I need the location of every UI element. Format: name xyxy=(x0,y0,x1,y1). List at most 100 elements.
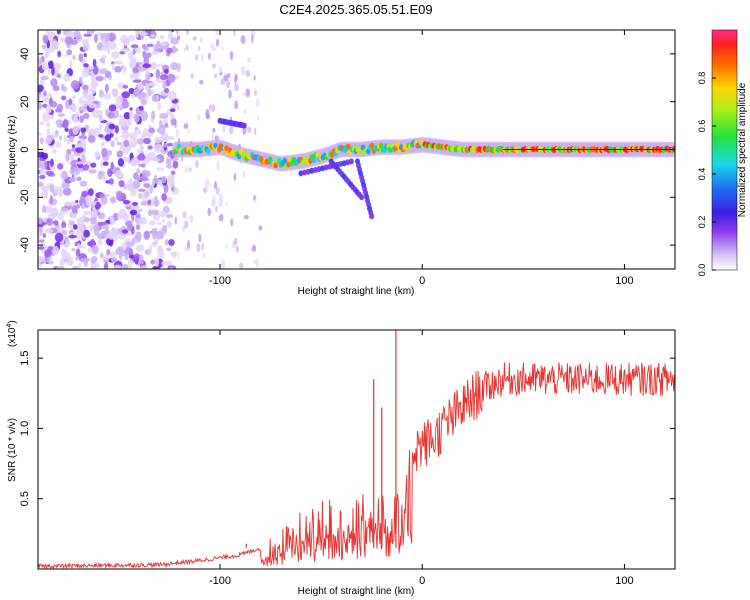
noise-blob xyxy=(83,257,88,268)
snr-ticks: -100 0 100 0.5 1.0 1.5 xyxy=(19,330,675,587)
noise-blob xyxy=(168,30,173,40)
noise-blob xyxy=(104,262,109,269)
faint-blob xyxy=(187,127,190,135)
faint-blob xyxy=(181,225,186,233)
faint-blob xyxy=(228,89,232,99)
snr-x-label: Height of straight line (km) xyxy=(298,586,415,597)
noise-blob xyxy=(75,248,81,257)
noise-blob xyxy=(137,260,145,265)
noise-blob xyxy=(110,257,118,263)
faint-blob xyxy=(174,216,178,225)
noise-blob xyxy=(83,33,92,37)
noise-blob xyxy=(157,63,164,68)
noise-blob xyxy=(156,167,165,171)
colorbar-gradient xyxy=(711,29,738,271)
noise-blob xyxy=(102,254,109,261)
noise-blob xyxy=(98,117,105,121)
noise-blob xyxy=(61,95,67,101)
noise-blob xyxy=(57,113,65,117)
noise-blob xyxy=(160,71,166,76)
noise-blob xyxy=(62,119,69,129)
faint-blob xyxy=(243,109,247,114)
faint-blob xyxy=(218,66,222,73)
noise-blob xyxy=(164,239,169,246)
faint-blob xyxy=(220,78,225,86)
noise-blob xyxy=(142,63,152,68)
noise-blob xyxy=(69,220,75,226)
faint-blob xyxy=(184,246,189,252)
faint-blob xyxy=(201,242,204,251)
ridge-point xyxy=(369,142,375,149)
branch-point xyxy=(316,166,322,173)
noise-blob xyxy=(138,188,146,192)
noise-blob xyxy=(104,134,112,142)
noise-blob xyxy=(133,89,140,98)
noise-blob xyxy=(167,90,177,101)
noise-blob xyxy=(129,107,133,111)
noise-blob xyxy=(80,127,87,133)
noise-blob xyxy=(132,180,141,189)
faint-blob xyxy=(207,207,211,217)
noise-blob xyxy=(88,169,97,174)
snr-frame xyxy=(37,329,676,570)
faint-blob xyxy=(245,88,251,98)
noise-blob xyxy=(150,34,156,38)
noise-blob xyxy=(47,31,56,38)
noise-blob xyxy=(152,265,160,269)
noise-blob xyxy=(100,159,105,169)
noise-blob xyxy=(70,80,80,90)
noise-blob xyxy=(166,164,173,169)
snr-multiplier-close: ) xyxy=(7,320,18,323)
noise-blob xyxy=(129,111,134,120)
faint-blob xyxy=(175,128,180,138)
faint-blob xyxy=(230,218,234,227)
noise-blob xyxy=(148,151,157,161)
figure-title: C2E4.2025.365.05.51.E09 xyxy=(279,2,432,17)
noise-blob xyxy=(154,257,160,267)
spectrogram-y-tick-label: -40 xyxy=(19,237,31,253)
ridge-point xyxy=(282,157,287,164)
noise-blob xyxy=(99,89,104,98)
noise-blob xyxy=(61,221,67,229)
noise-blob xyxy=(161,175,167,184)
noise-blob xyxy=(89,216,97,225)
noise-blob xyxy=(71,205,78,214)
noise-blob xyxy=(104,193,111,197)
snr-y-tick-label: 1.5 xyxy=(19,350,31,365)
noise-blob xyxy=(122,229,129,234)
faint-blob xyxy=(223,74,228,82)
noise-blob xyxy=(73,224,78,230)
noise-blob xyxy=(125,254,129,261)
noise-blob xyxy=(59,135,63,141)
faint-blob xyxy=(212,198,215,206)
noise-blob xyxy=(166,47,173,54)
noise-blob xyxy=(67,153,75,161)
spectrogram-y-tick-label: -20 xyxy=(19,189,31,205)
noise-blob xyxy=(62,86,68,92)
noise-blob xyxy=(82,164,90,171)
noise-blob xyxy=(131,57,137,67)
noise-blob xyxy=(66,49,73,56)
noise-blob xyxy=(138,91,147,99)
faint-blob xyxy=(215,39,220,47)
branch-point xyxy=(359,194,365,201)
noise-blob xyxy=(114,170,123,178)
noise-blob xyxy=(108,41,117,50)
noise-blob xyxy=(122,200,131,205)
snr-y-tick-label: 1.0 xyxy=(19,421,31,436)
noise-blob xyxy=(127,139,133,147)
noise-blob xyxy=(127,259,134,265)
noise-blob xyxy=(78,262,82,269)
noise-blob xyxy=(122,36,131,46)
faint-blob xyxy=(215,187,220,195)
noise-blob xyxy=(50,78,58,87)
noise-blob xyxy=(51,207,59,218)
noise-blob xyxy=(60,170,68,180)
noise-blob xyxy=(89,201,97,206)
faint-blob xyxy=(222,124,226,133)
faint-blob xyxy=(256,114,260,121)
noise-blob xyxy=(163,143,169,148)
noise-blob xyxy=(165,158,172,165)
noise-blob xyxy=(145,52,152,58)
